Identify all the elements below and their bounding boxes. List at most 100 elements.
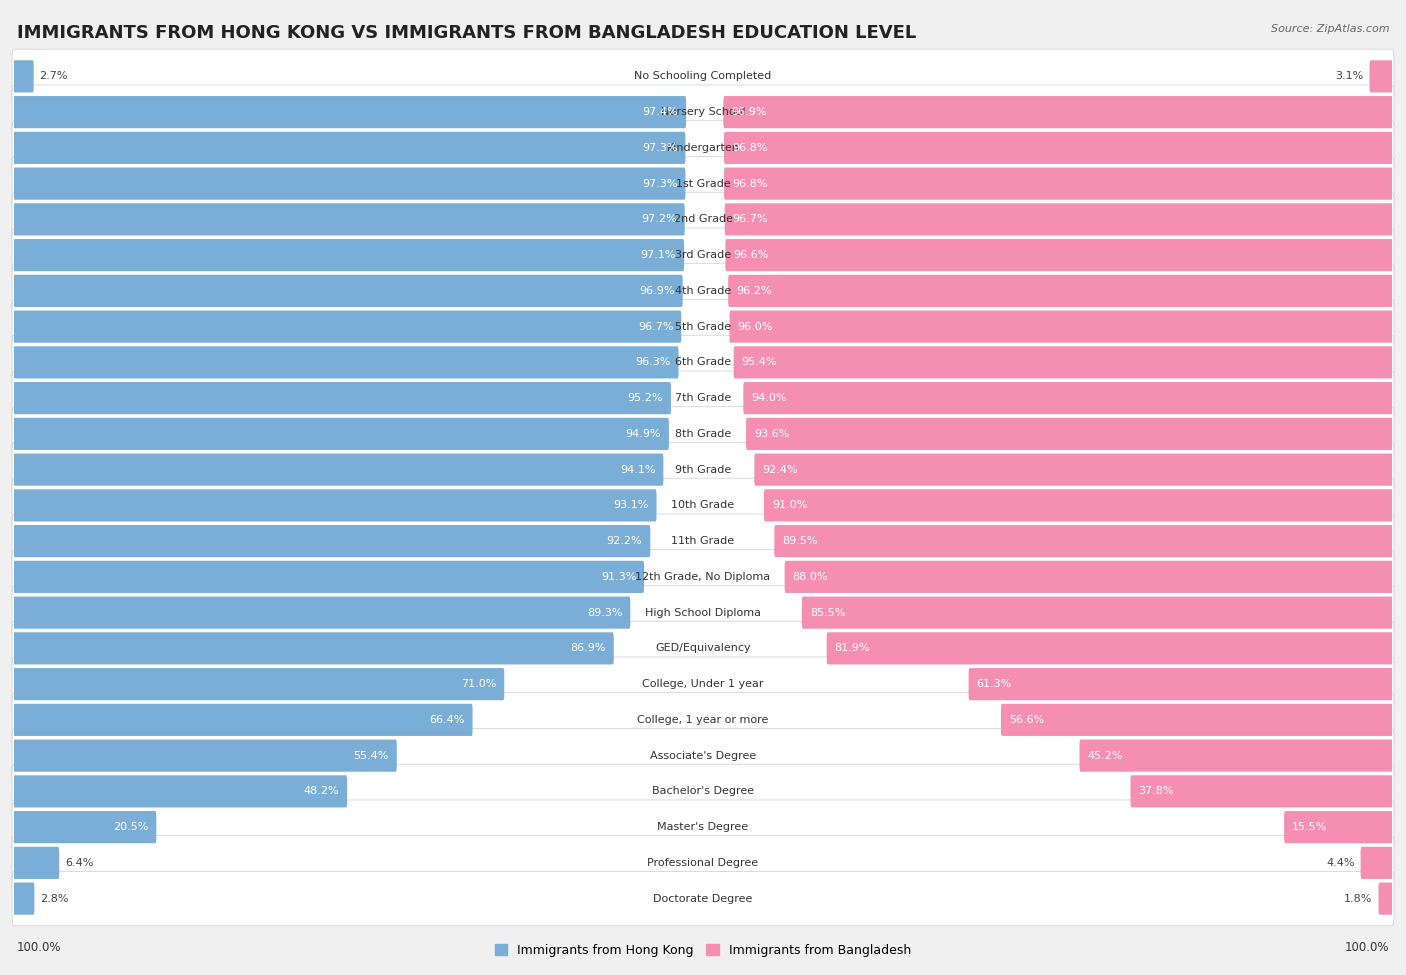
Text: IMMIGRANTS FROM HONG KONG VS IMMIGRANTS FROM BANGLADESH EDUCATION LEVEL: IMMIGRANTS FROM HONG KONG VS IMMIGRANTS … [17,24,917,42]
Text: 91.0%: 91.0% [772,500,807,510]
FancyBboxPatch shape [13,550,1393,604]
Text: 97.1%: 97.1% [641,251,676,260]
Text: 56.6%: 56.6% [1010,715,1045,724]
FancyBboxPatch shape [724,168,1393,200]
Text: 2nd Grade: 2nd Grade [673,214,733,224]
FancyBboxPatch shape [13,203,685,235]
Text: 92.4%: 92.4% [762,465,797,475]
FancyBboxPatch shape [13,597,630,629]
FancyBboxPatch shape [13,478,1393,532]
FancyBboxPatch shape [13,872,1393,926]
FancyBboxPatch shape [13,335,1393,390]
FancyBboxPatch shape [734,346,1393,378]
FancyBboxPatch shape [13,310,682,343]
FancyBboxPatch shape [13,668,505,700]
Text: 97.3%: 97.3% [643,143,678,153]
Text: 9th Grade: 9th Grade [675,465,731,475]
FancyBboxPatch shape [1130,775,1393,807]
Text: 86.9%: 86.9% [571,644,606,653]
Text: 96.9%: 96.9% [640,286,675,295]
Text: 6.4%: 6.4% [65,858,93,868]
Text: 15.5%: 15.5% [1292,822,1327,832]
FancyBboxPatch shape [13,407,1393,461]
Text: 92.2%: 92.2% [607,536,643,546]
Text: 95.2%: 95.2% [627,393,664,403]
Text: 96.7%: 96.7% [733,214,768,224]
FancyBboxPatch shape [13,489,657,522]
Text: Professional Degree: Professional Degree [647,858,759,868]
FancyBboxPatch shape [13,728,1393,783]
Text: 94.9%: 94.9% [626,429,661,439]
Text: GED/Equivalency: GED/Equivalency [655,644,751,653]
FancyBboxPatch shape [13,275,683,307]
FancyBboxPatch shape [744,382,1393,414]
FancyBboxPatch shape [1361,846,1393,879]
FancyBboxPatch shape [13,561,644,593]
FancyBboxPatch shape [13,632,614,665]
Text: 100.0%: 100.0% [17,941,62,954]
Text: 100.0%: 100.0% [1344,941,1389,954]
FancyBboxPatch shape [13,525,651,557]
FancyBboxPatch shape [724,203,1393,235]
Text: 95.4%: 95.4% [741,358,778,368]
FancyBboxPatch shape [1378,882,1393,915]
Text: Source: ZipAtlas.com: Source: ZipAtlas.com [1271,24,1389,34]
FancyBboxPatch shape [13,800,1393,854]
FancyBboxPatch shape [13,156,1393,211]
Text: 96.8%: 96.8% [733,143,768,153]
Text: 6th Grade: 6th Grade [675,358,731,368]
Text: 94.1%: 94.1% [620,465,655,475]
FancyBboxPatch shape [13,739,396,771]
FancyBboxPatch shape [1284,811,1393,843]
Text: 97.3%: 97.3% [643,178,678,188]
FancyBboxPatch shape [13,417,669,450]
FancyBboxPatch shape [13,453,664,486]
FancyBboxPatch shape [13,370,1393,425]
FancyBboxPatch shape [827,632,1393,665]
Text: 89.5%: 89.5% [782,536,818,546]
FancyBboxPatch shape [13,764,1393,819]
FancyBboxPatch shape [13,132,686,164]
FancyBboxPatch shape [730,310,1393,343]
FancyBboxPatch shape [13,121,1393,176]
Text: 81.9%: 81.9% [835,644,870,653]
FancyBboxPatch shape [747,417,1393,450]
Text: 10th Grade: 10th Grade [672,500,734,510]
FancyBboxPatch shape [785,561,1393,593]
FancyBboxPatch shape [1080,739,1393,771]
Text: Master's Degree: Master's Degree [658,822,748,832]
Text: Kindergarten: Kindergarten [666,143,740,153]
FancyBboxPatch shape [13,775,347,807]
Text: 96.6%: 96.6% [734,251,769,260]
FancyBboxPatch shape [13,811,156,843]
Text: Bachelor's Degree: Bachelor's Degree [652,787,754,797]
Text: 5th Grade: 5th Grade [675,322,731,332]
FancyBboxPatch shape [13,836,1393,890]
FancyBboxPatch shape [13,704,472,736]
Text: Nursery School: Nursery School [661,107,745,117]
Text: 96.0%: 96.0% [738,322,773,332]
Text: 96.7%: 96.7% [638,322,673,332]
Text: 93.1%: 93.1% [613,500,648,510]
Text: 91.3%: 91.3% [600,572,636,582]
Text: 93.6%: 93.6% [754,429,789,439]
FancyBboxPatch shape [13,514,1393,568]
Text: 89.3%: 89.3% [586,607,623,617]
FancyBboxPatch shape [13,443,1393,497]
FancyBboxPatch shape [13,585,1393,640]
Text: 88.0%: 88.0% [793,572,828,582]
Text: 2.7%: 2.7% [39,71,67,81]
Text: No Schooling Completed: No Schooling Completed [634,71,772,81]
FancyBboxPatch shape [13,263,1393,318]
Text: 55.4%: 55.4% [353,751,389,760]
FancyBboxPatch shape [13,382,671,414]
FancyBboxPatch shape [13,85,1393,139]
FancyBboxPatch shape [1001,704,1393,736]
Text: 8th Grade: 8th Grade [675,429,731,439]
Legend: Immigrants from Hong Kong, Immigrants from Bangladesh: Immigrants from Hong Kong, Immigrants fr… [489,939,917,961]
Text: 2.8%: 2.8% [41,894,69,904]
Text: 1st Grade: 1st Grade [676,178,730,188]
FancyBboxPatch shape [13,192,1393,247]
Text: 4.4%: 4.4% [1326,858,1355,868]
FancyBboxPatch shape [13,239,685,271]
